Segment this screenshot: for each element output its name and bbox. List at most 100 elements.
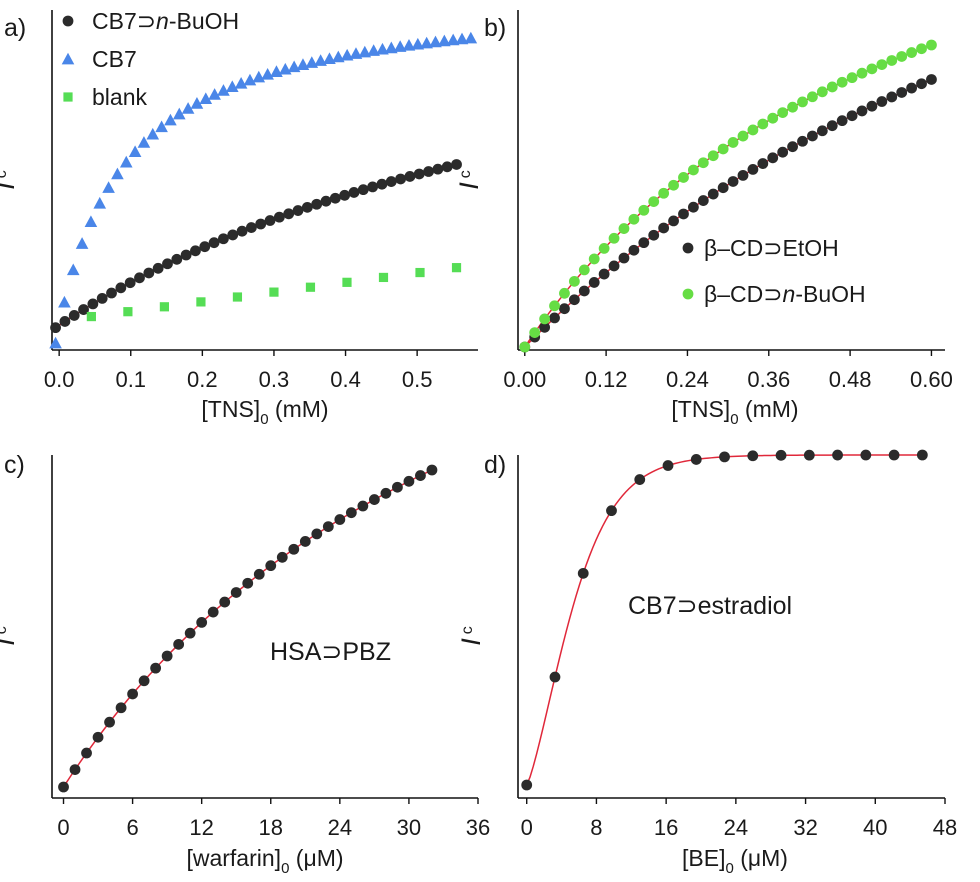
x-tick-label: 0.4: [330, 367, 361, 392]
data-point: [529, 327, 541, 339]
data-point: [171, 253, 183, 265]
data-point: [846, 110, 858, 122]
data-point: [49, 336, 62, 349]
legend: CB7⊃n-BuOH CB7 blank: [61, 8, 239, 110]
data-point: [380, 487, 392, 499]
panel-tag: c): [4, 451, 25, 479]
data-point: [292, 205, 304, 216]
y-axis-label: Ic: [456, 626, 486, 646]
data-point: [349, 47, 363, 59]
legend-marker: [61, 52, 75, 65]
data-point: [115, 282, 127, 294]
data-point: [628, 244, 640, 256]
data-point: [305, 282, 316, 292]
data-point: [866, 100, 878, 112]
data-point: [86, 311, 96, 322]
legend-label: β–CD⊃n-BuOH: [704, 281, 866, 307]
data-point: [340, 48, 354, 61]
data-point: [777, 146, 789, 158]
data-point: [155, 120, 168, 133]
data-point: [451, 159, 462, 170]
x-tick-label: 0.24: [666, 367, 709, 392]
data-point: [797, 135, 808, 147]
data-point: [658, 187, 670, 199]
data-point: [75, 237, 89, 249]
data-point: [747, 163, 759, 175]
data-point: [429, 35, 442, 48]
data-point: [342, 277, 352, 287]
x-axis-label: [TNS]0 (mM): [201, 396, 328, 428]
data-point: [687, 201, 699, 213]
data-point: [345, 507, 357, 519]
data-point: [618, 252, 630, 264]
data-point: [618, 223, 630, 234]
data-point: [207, 606, 219, 618]
data-point: [697, 157, 709, 169]
x-tick-label: 32: [793, 815, 817, 840]
data-point: [896, 87, 908, 98]
data-point: [236, 225, 248, 237]
data-point: [747, 124, 759, 136]
data-point: [357, 500, 369, 512]
data-point: [719, 451, 730, 463]
data-point: [196, 297, 206, 307]
data-point: [577, 567, 589, 579]
data-point: [58, 781, 69, 793]
data-point: [311, 528, 323, 540]
data-point: [58, 295, 71, 308]
x-axis-label: [TNS]0 (mM): [671, 396, 798, 428]
data-point: [332, 50, 345, 63]
data-point: [539, 313, 551, 325]
data-point: [199, 92, 213, 105]
x-tick-label: 8: [590, 815, 602, 840]
data-point: [232, 292, 243, 302]
data-point: [190, 97, 204, 109]
data-point: [299, 536, 311, 547]
data-point: [305, 56, 319, 68]
data-point: [402, 39, 416, 51]
data-point: [404, 171, 416, 182]
x-tick-label: 16: [654, 815, 678, 840]
legend-marker: [682, 288, 694, 300]
data-point: [866, 63, 878, 75]
data-point: [162, 258, 173, 270]
data-point: [598, 268, 610, 280]
data-point: [860, 449, 872, 461]
data-point: [727, 176, 739, 187]
data-point: [242, 577, 254, 589]
data-point: [464, 31, 478, 44]
data-point: [916, 78, 927, 90]
data-point: [180, 249, 192, 261]
data-point: [638, 237, 650, 249]
data-point: [199, 241, 211, 253]
data-point: [856, 105, 868, 117]
data-point: [568, 294, 580, 306]
data-point: [111, 167, 124, 180]
data-point: [124, 277, 136, 289]
x-tick-label: 40: [863, 815, 887, 840]
data-point: [432, 163, 444, 175]
data-point: [143, 267, 155, 279]
data-point: [690, 454, 702, 465]
data-point: [217, 84, 230, 96]
data-point: [578, 264, 590, 276]
data-point: [190, 245, 201, 257]
x-tick-label: 6: [126, 815, 138, 840]
data-point: [411, 37, 425, 50]
data-point: [106, 287, 117, 299]
data-point: [888, 449, 900, 461]
data-point: [775, 449, 787, 461]
panel-tag: d): [484, 451, 506, 479]
data-point: [896, 51, 908, 62]
data-point: [273, 211, 285, 223]
data-point: [608, 232, 620, 244]
data-point: [807, 130, 818, 142]
legend-marker: [62, 15, 74, 27]
data-point: [334, 514, 346, 525]
data-point: [357, 184, 369, 196]
data-point: [320, 195, 332, 207]
data-point: [296, 58, 310, 70]
data-point: [234, 76, 248, 89]
data-point: [816, 86, 828, 98]
